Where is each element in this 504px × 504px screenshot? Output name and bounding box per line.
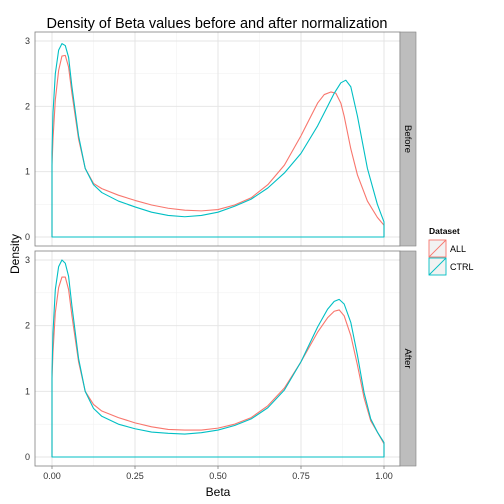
y-tick-label: 3 bbox=[25, 255, 30, 265]
y-tick-label: 1 bbox=[25, 167, 30, 177]
facet-panel-after: 0 1 2 3 After bbox=[25, 250, 417, 467]
density-curve-ctrl bbox=[51, 43, 385, 238]
x-tick-label: 0.50 bbox=[209, 471, 227, 481]
density-curve-all bbox=[51, 54, 385, 238]
x-axis-title: Beta bbox=[206, 485, 231, 499]
x-tick-label: 1.00 bbox=[375, 471, 393, 481]
facet-strip-label: Before bbox=[402, 125, 413, 153]
y-tick-label: 3 bbox=[25, 36, 30, 46]
y-tick-label: 2 bbox=[25, 321, 30, 331]
density-curve-all bbox=[51, 276, 385, 458]
y-tick-label: 0 bbox=[25, 452, 30, 462]
facet-strip-label: After bbox=[402, 348, 413, 368]
chart-title: Density of Beta values before and after … bbox=[47, 16, 388, 32]
y-tick-label: 1 bbox=[25, 386, 30, 396]
legend: Dataset ALL CTRL bbox=[428, 226, 474, 276]
facet-panel-before: 0 1 2 3 Before bbox=[25, 31, 417, 247]
legend-key-ctrl bbox=[428, 257, 447, 276]
y-tick-label: 2 bbox=[25, 101, 30, 111]
legend-title: Dataset bbox=[429, 226, 460, 236]
density-curve-ctrl bbox=[51, 259, 385, 458]
x-axis-ticks: 0.00 0.25 0.50 0.75 1.00 bbox=[43, 466, 393, 481]
x-tick-label: 0.25 bbox=[126, 471, 144, 481]
x-tick-label: 0.00 bbox=[43, 471, 61, 481]
legend-label-ctrl: CTRL bbox=[450, 262, 474, 272]
y-tick-label: 0 bbox=[25, 232, 30, 242]
x-tick-label: 0.75 bbox=[292, 471, 310, 481]
facet-strip bbox=[399, 250, 417, 467]
facet-strip bbox=[399, 31, 417, 247]
legend-key-all bbox=[428, 239, 447, 258]
y-axis-title: Density bbox=[8, 234, 22, 274]
legend-label-all: ALL bbox=[450, 244, 466, 254]
panels: 0 1 2 3 Before 0 1 2 3 After bbox=[25, 31, 417, 467]
